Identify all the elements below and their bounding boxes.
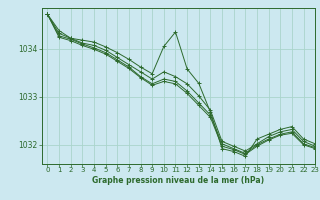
X-axis label: Graphe pression niveau de la mer (hPa): Graphe pression niveau de la mer (hPa) <box>92 176 264 185</box>
